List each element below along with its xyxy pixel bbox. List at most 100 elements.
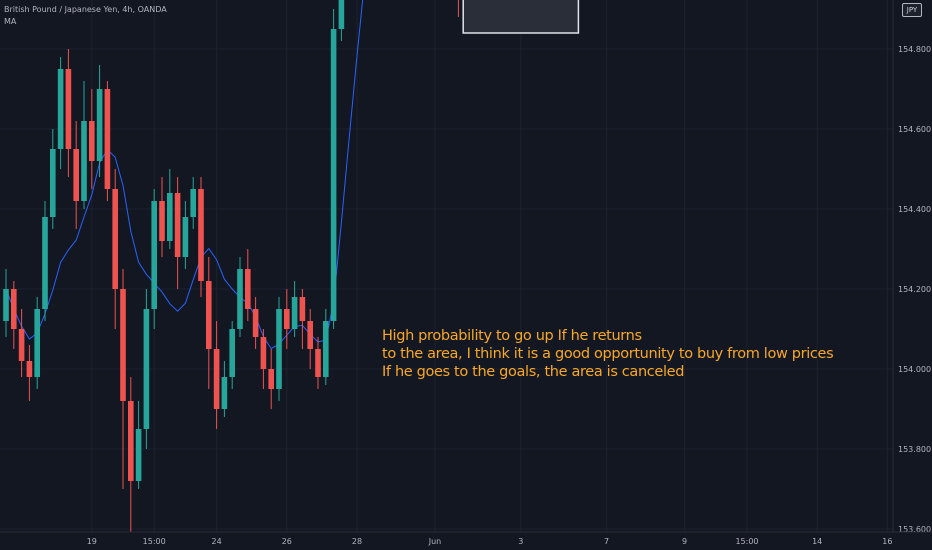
annotation-line-1: High probability to go up If he returns	[382, 328, 642, 344]
candle-body	[307, 321, 313, 349]
candle	[34, 297, 40, 389]
time-tick-label: 14	[812, 537, 822, 546]
candle-body	[167, 193, 173, 241]
candle-body	[315, 349, 321, 377]
candle	[338, 0, 345, 41]
zone-box[interactable]	[462, 0, 580, 34]
candle-body	[237, 269, 243, 329]
price-axis-background	[893, 0, 932, 550]
price-axis[interactable]: 153.600 153.800 154.000 154.200 154.400 154.6…	[892, 0, 932, 550]
candle-body	[81, 121, 87, 201]
candle	[221, 361, 228, 417]
candle-body	[276, 309, 282, 389]
buy-zone[interactable]	[462, 0, 580, 34]
candle	[18, 309, 25, 377]
candle-body	[57, 69, 64, 149]
price-tick-label: 154.000	[898, 365, 931, 374]
candle-body	[42, 217, 48, 309]
symbol-title: British Pound / Japanese Yen, 4h, OANDA	[4, 5, 167, 14]
candle-body	[89, 121, 95, 161]
time-tick-label: 16	[882, 537, 892, 546]
price-tick-label: 154.400	[898, 205, 931, 214]
time-tick-label: 7	[604, 537, 609, 546]
candle	[104, 81, 111, 201]
candle	[50, 129, 56, 229]
candle-body	[291, 297, 298, 329]
candle-body	[338, 0, 345, 29]
candle	[81, 81, 87, 209]
price-tick-label: 154.600	[898, 125, 931, 134]
time-tick-label: 28	[352, 537, 362, 546]
annotation-line-2: to the area, I think it is a good opport…	[382, 346, 834, 362]
time-tick-label: 15:00	[735, 537, 758, 546]
candle-body	[96, 89, 103, 161]
price-tick-label: 154.800	[898, 45, 931, 54]
candle	[112, 169, 118, 329]
candle	[307, 309, 313, 369]
candle-body	[260, 337, 267, 369]
chart-legend: British Pound / Japanese Yen, 4h, OANDA …	[4, 4, 167, 28]
candle	[120, 269, 126, 489]
candle-body	[135, 429, 142, 481]
candle	[323, 309, 329, 385]
candle-body	[104, 89, 111, 189]
currency-badge[interactable]: JPY	[902, 3, 922, 17]
moving-average-line	[5, 0, 364, 350]
candle	[89, 89, 95, 189]
candle-body	[120, 289, 126, 401]
time-tick-label: 26	[282, 537, 292, 546]
candlestick-series	[3, 0, 467, 537]
time-tick-label: 19	[87, 537, 97, 546]
candle	[457, 0, 459, 17]
candle-body	[73, 149, 79, 201]
time-tick-label: Jun	[428, 537, 442, 546]
candle-body	[159, 201, 165, 241]
candle-body	[284, 309, 290, 329]
candle	[213, 321, 220, 429]
candle-body	[229, 329, 235, 377]
candle-body	[34, 309, 40, 377]
candle	[260, 329, 267, 389]
candle	[268, 349, 274, 409]
candle-body	[198, 189, 204, 281]
price-tick-label: 153.600	[898, 525, 931, 534]
candle-body	[18, 329, 25, 361]
candle	[3, 269, 9, 337]
candle	[252, 297, 259, 349]
candle-body	[151, 201, 157, 309]
candle-body	[65, 69, 72, 149]
candle	[245, 249, 251, 321]
time-axis-background	[0, 532, 932, 550]
candle	[151, 189, 157, 329]
candle-body	[245, 269, 251, 309]
candle	[26, 345, 33, 401]
candle-body	[206, 281, 212, 349]
time-tick-label: 3	[518, 537, 523, 546]
candle	[167, 169, 173, 249]
candle-body	[112, 189, 118, 289]
annotation-line-3: If he goes to the goals, the area is can…	[382, 364, 685, 380]
candle	[206, 257, 212, 389]
candle-body	[3, 289, 9, 321]
time-tick-label: 15:00	[143, 537, 166, 546]
candle	[276, 297, 282, 401]
price-tick-label: 154.200	[898, 285, 931, 294]
candle	[299, 289, 306, 349]
candle	[42, 201, 48, 321]
time-tick-label: 24	[212, 537, 222, 546]
candle-body	[221, 377, 228, 409]
candle	[159, 177, 165, 257]
candle-body	[213, 349, 220, 409]
candle	[190, 177, 196, 229]
candle-body	[190, 189, 196, 217]
candle	[96, 65, 103, 177]
candle	[57, 57, 64, 169]
candle-body	[252, 309, 259, 337]
candle	[135, 401, 142, 489]
candle-body	[50, 149, 56, 217]
candle	[284, 289, 290, 349]
candle	[182, 201, 189, 269]
candle-body	[323, 321, 329, 377]
